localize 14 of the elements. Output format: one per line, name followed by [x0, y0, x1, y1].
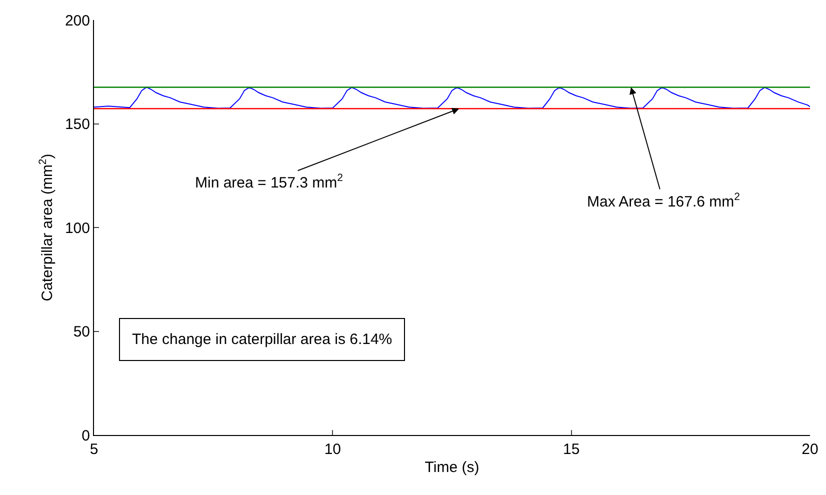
x-tick-label: 10: [324, 441, 342, 458]
annotation: Min area = 157.3 mm$^{2}$: [195, 172, 344, 192]
y-tick-label: 0: [82, 427, 90, 444]
x-tick-label: 5: [90, 441, 98, 458]
annotation: The change in caterpillar area is 6.14%: [132, 331, 392, 348]
annotation: Max Area = 167.6 mm$^{2}$: [587, 191, 740, 210]
y-tick-label: 200: [64, 12, 90, 30]
x-tick-label: 15: [562, 441, 580, 458]
y-tick-label: 50: [73, 324, 90, 340]
y-tick-label: 100: [64, 220, 90, 237]
x-tick-label: 20: [802, 441, 818, 458]
y-tick-label: 150: [64, 116, 90, 133]
x-axis-title: Time (s): [424, 459, 480, 476]
line-series: [94, 86, 810, 109]
